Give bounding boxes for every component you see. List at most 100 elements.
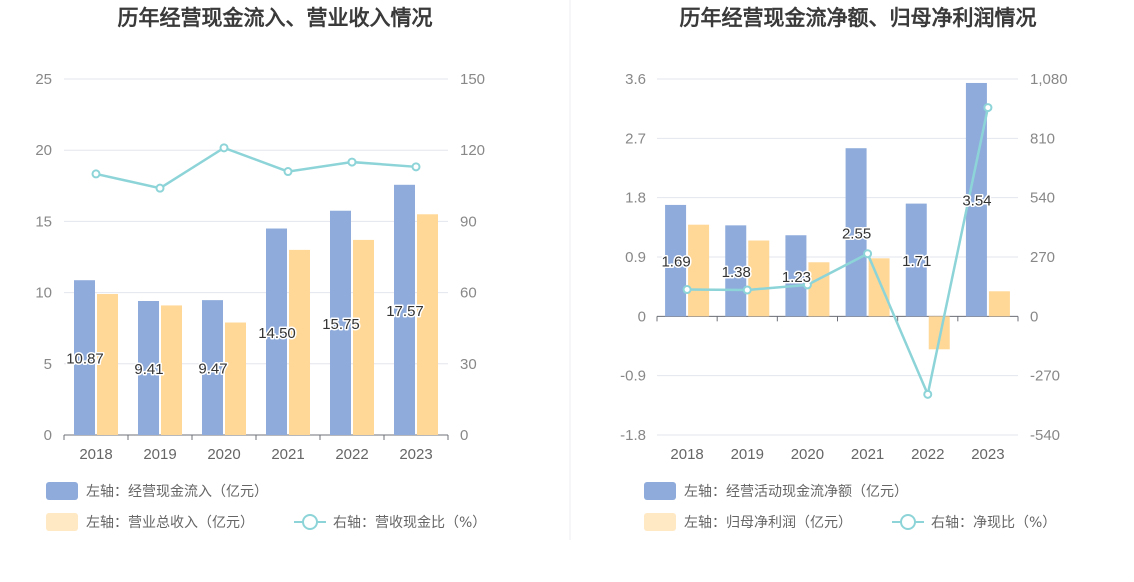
x-tick-label: 2023 (399, 446, 432, 463)
line-point (283, 167, 293, 177)
line-point (983, 103, 993, 113)
y-right-tick-label: 120 (460, 142, 485, 159)
y-left-tick-label: 5 (44, 356, 52, 373)
bar-primary (138, 301, 159, 435)
y-right-tick-label: 0 (1030, 308, 1038, 325)
legend-left: 左轴：经营现金流入（亿元） 左轴：营业总收入（亿元） 右轴：营收现金比（%） (46, 482, 486, 531)
bar-secondary (748, 240, 770, 317)
legend-label[interactable]: 左轴：归母净利润（亿元） (684, 514, 852, 531)
line-point (923, 389, 933, 399)
y-right-tick-label: 30 (460, 356, 477, 373)
y-right-tick-label: 90 (460, 213, 477, 230)
y-left-tick-label: -0.9 (620, 368, 646, 385)
legend-right: 左轴：经营活动现金流净额（亿元） 左轴：归母净利润（亿元） 右轴：净现比（%） (644, 482, 1056, 531)
x-tick-label: 2022 (911, 446, 944, 463)
bar-secondary (808, 262, 830, 317)
legend-swatch-line-marker[interactable] (302, 514, 318, 530)
bar-secondary (225, 322, 246, 435)
line-point (863, 249, 873, 259)
y-left-tick-label: 2.7 (625, 130, 646, 147)
legend-label[interactable]: 左轴：经营现金流入（亿元） (86, 484, 268, 500)
x-tick-label: 2020 (791, 446, 824, 463)
bar-secondary (868, 258, 890, 317)
y-right-tick-label: 270 (1030, 249, 1055, 266)
y-left-tick-label: 0 (44, 427, 52, 444)
y-left-tick-label: 1.8 (625, 190, 646, 207)
line-point (742, 285, 752, 295)
line-point (155, 183, 165, 193)
y-left-tick-label: 10 (35, 285, 52, 302)
line-point (682, 285, 692, 295)
legend-swatch-line-marker[interactable] (900, 514, 916, 530)
bar-primary (74, 280, 95, 435)
y-left-tick-label: 3.6 (625, 71, 646, 88)
legend-label[interactable]: 左轴：营业总收入（亿元） (86, 515, 254, 531)
bar-secondary (289, 249, 310, 435)
bar-primary (725, 225, 747, 317)
x-tick-label: 2018 (79, 446, 112, 463)
x-tick-label: 2019 (731, 446, 764, 463)
legend-swatch-bar-primary[interactable] (46, 482, 78, 500)
chart-left: 0 0 5 30 10 60 15 90 20 120 25 150 2018 2019 2020 2021 2… (35, 71, 485, 463)
legend-swatch-bar-secondary[interactable] (644, 513, 676, 531)
line-point (219, 143, 229, 153)
bar-data-label: 10.87 (66, 351, 104, 368)
bar-secondary (688, 224, 710, 317)
line-series (687, 107, 990, 399)
line-point (91, 169, 101, 179)
legend-swatch-bar-primary[interactable] (644, 482, 676, 500)
bar-data-label: 1.38 (722, 264, 751, 281)
line-point (802, 280, 812, 290)
chart-title-right: 历年经营现金流净额、归母净利润情况 (680, 6, 1037, 30)
x-tick-label: 2023 (971, 446, 1004, 463)
y-right-tick-label: -540 (1030, 427, 1060, 444)
y-right-tick-label: 60 (460, 285, 477, 302)
bar-data-label: 1.69 (661, 254, 690, 271)
bar-primary (330, 210, 351, 435)
x-tick-label: 2021 (851, 446, 884, 463)
bar-secondary (928, 316, 950, 350)
bar-secondary (97, 294, 118, 435)
bar-primary (202, 300, 223, 435)
bar-data-label: 15.75 (322, 316, 360, 333)
bar-secondary (161, 305, 182, 435)
y-right-tick-label: 1,080 (1030, 71, 1068, 88)
bar-data-label: 1.71 (902, 253, 931, 270)
legend-label[interactable]: 左轴：经营活动现金流净额（亿元） (684, 484, 908, 500)
bar-data-label: 3.54 (962, 193, 991, 210)
bar-data-label: 1.23 (782, 269, 811, 286)
bar-primary (845, 148, 867, 317)
bar-data-label: 14.50 (258, 325, 296, 342)
bar-data-label: 2.55 (842, 225, 871, 242)
legend-swatch-bar-secondary[interactable] (46, 513, 78, 531)
chart-title-left: 历年经营现金流入、营业收入情况 (118, 6, 433, 30)
x-tick-label: 2022 (335, 446, 368, 463)
line-point (347, 157, 357, 167)
y-left-tick-label: -1.8 (620, 427, 646, 444)
y-right-tick-label: -270 (1030, 368, 1060, 385)
x-tick-label: 2019 (143, 446, 176, 463)
y-right-tick-label: 0 (460, 427, 468, 444)
bar-secondary (353, 239, 374, 435)
bar-secondary (417, 214, 438, 435)
legend-label[interactable]: 右轴：净现比（%） (931, 515, 1056, 531)
chart-right: -1.8 -540 -0.9 -270 0 0 0.9 270 1.8 540 2.7 810 3.6 1… (620, 71, 1067, 463)
y-right-tick-label: 150 (460, 71, 485, 88)
legend-label[interactable]: 右轴：营收现金比（%） (333, 515, 486, 531)
x-tick-label: 2021 (271, 446, 304, 463)
bar-data-label: 9.47 (198, 361, 227, 378)
y-left-tick-label: 20 (35, 142, 52, 159)
line-point (411, 162, 421, 172)
bar-primary (665, 204, 687, 317)
y-left-tick-label: 0.9 (625, 249, 646, 266)
line-series (95, 146, 417, 190)
bar-primary (905, 203, 927, 317)
bar-secondary (988, 291, 1010, 317)
bar-data-label: 17.57 (386, 303, 424, 320)
y-left-tick-label: 15 (35, 213, 52, 230)
x-tick-label: 2018 (670, 446, 703, 463)
bar-primary (394, 184, 415, 435)
x-tick-label: 2020 (207, 446, 240, 463)
